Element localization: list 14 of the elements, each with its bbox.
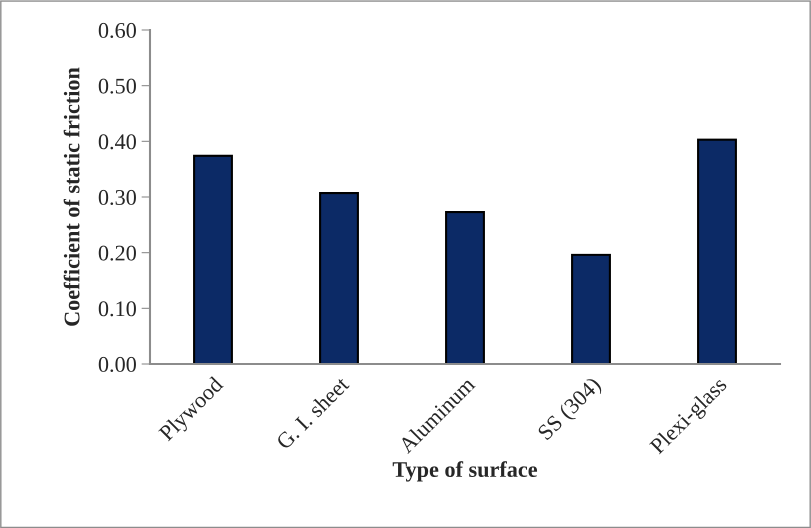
bar <box>193 154 233 364</box>
bar <box>445 210 485 364</box>
y-axis-title: Coefficient of static friction <box>64 67 80 326</box>
y-tick-label: 0.30 <box>98 190 136 206</box>
bar <box>319 192 359 364</box>
x-axis-title: Type of surface <box>392 461 538 482</box>
y-tick-label: 0.40 <box>98 134 136 150</box>
y-tick-label: 0.10 <box>98 301 136 316</box>
y-tick-label: 0.00 <box>98 356 136 372</box>
bar <box>571 254 611 364</box>
y-tick-label: 0.60 <box>98 22 136 38</box>
y-tick-label: 0.20 <box>98 246 136 261</box>
bar <box>697 138 737 364</box>
y-tick-label: 0.50 <box>98 78 136 94</box>
